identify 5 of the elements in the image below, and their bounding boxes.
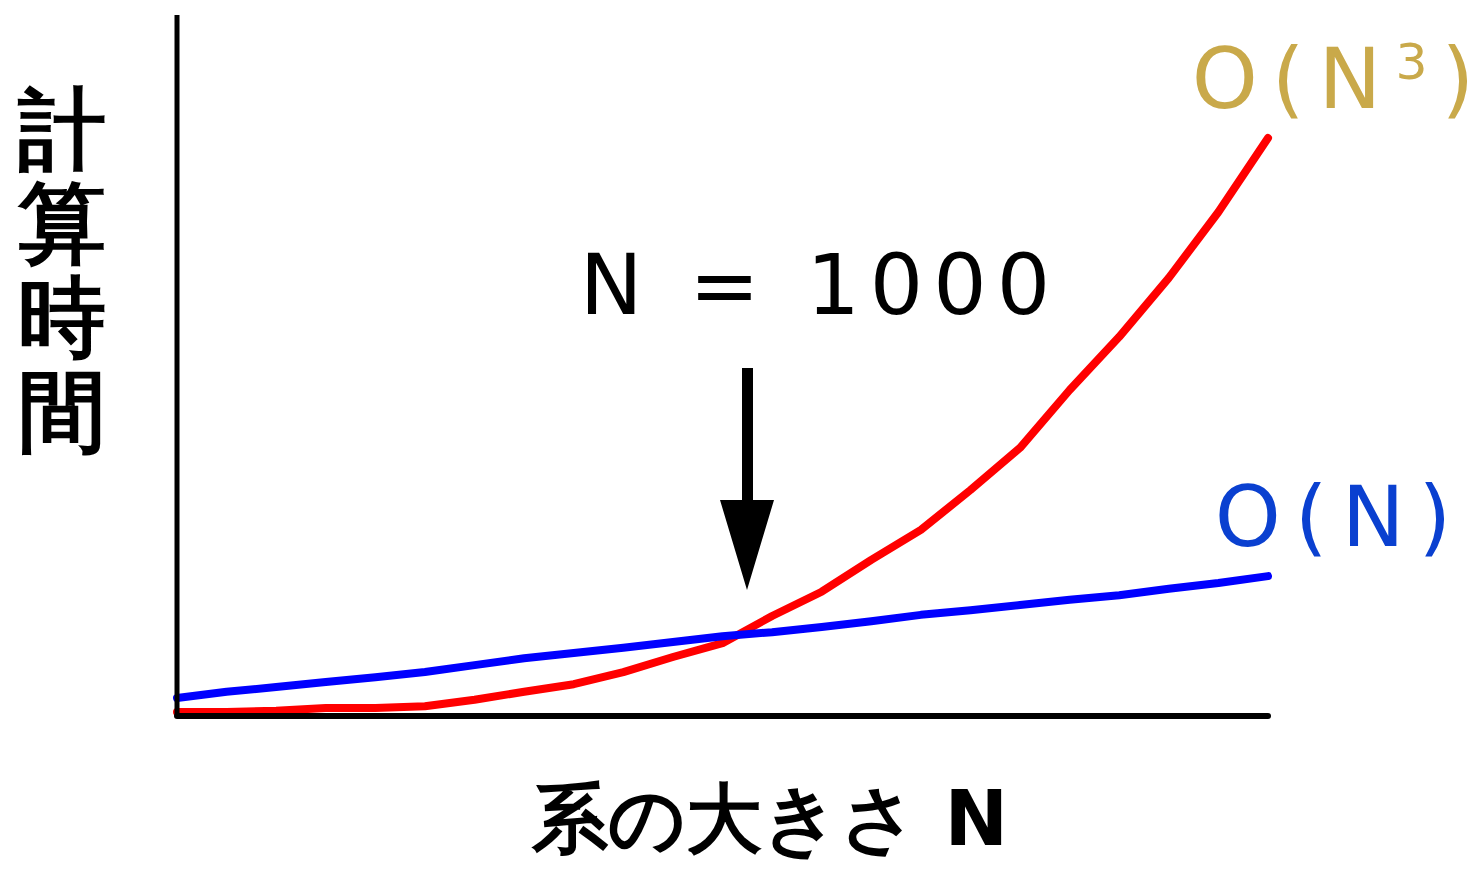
series-label: O(N) [1214, 468, 1466, 567]
series-label: O(N$^{3}$) [1191, 30, 1477, 128]
annotation: N = 1000 [579, 236, 1061, 334]
x-axis-title: 系の大きさ N [530, 774, 1009, 863]
y-axis-title: 計算時間 [17, 78, 106, 463]
